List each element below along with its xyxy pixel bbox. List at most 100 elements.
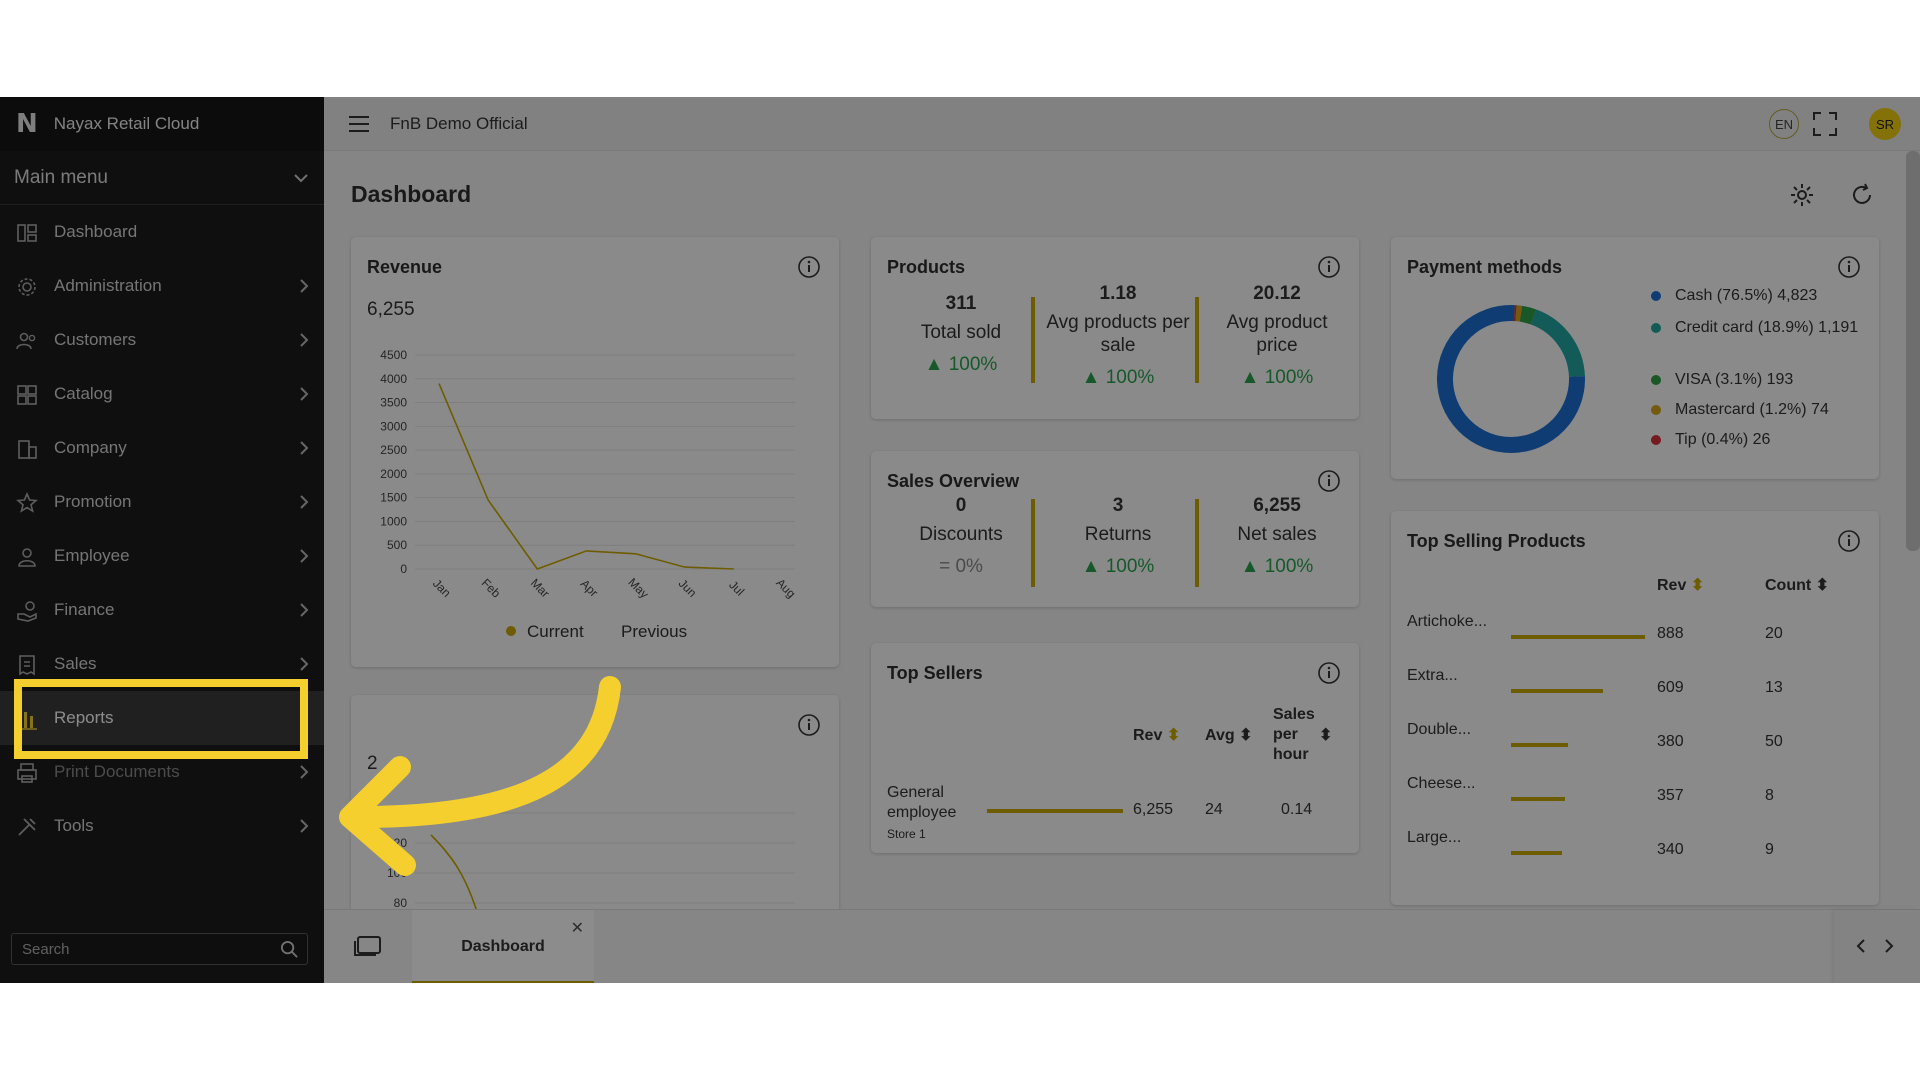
legend-dot — [1651, 404, 1661, 415]
sort-icon[interactable]: ⬍ — [1319, 727, 1333, 744]
stat-net-sales: 6,255 Net sales ▲ 100% — [1207, 495, 1347, 578]
x-tick-label: Jan — [430, 576, 454, 600]
product-rev: 357 — [1657, 787, 1684, 804]
chevron-right-icon — [300, 603, 309, 617]
sidebar-item-label: Finance — [54, 600, 115, 619]
sidebar-item-sales[interactable]: Sales — [0, 637, 324, 691]
legend-item[interactable]: Cash (76.5%) 4,823 — [1651, 285, 1861, 307]
main-menu-toggle[interactable]: Main menu — [0, 151, 324, 205]
language-selector[interactable]: EN — [1769, 109, 1799, 139]
stat-returns: 3 Returns ▲ 100% — [1041, 495, 1195, 578]
gear-icon[interactable] — [1790, 183, 1814, 207]
sidebar-item-finance[interactable]: Finance — [0, 583, 324, 637]
equals-icon: = — [939, 556, 951, 577]
brand-logo: N — [16, 109, 38, 139]
fullscreen-icon[interactable] — [1812, 111, 1838, 137]
brand-name: Nayax Retail Cloud — [53, 114, 200, 133]
x-tick-label: Jun — [676, 576, 700, 600]
sidebar-item-administration[interactable]: Administration — [0, 259, 324, 313]
legend-dot — [1651, 290, 1661, 301]
hamburger-icon[interactable] — [348, 114, 370, 134]
rev-header: Rev — [1657, 577, 1687, 594]
sidebar-item-dashboard[interactable]: Dashboard — [0, 205, 324, 259]
top-selling-title: Top Selling Products — [1407, 531, 1586, 551]
chevron-left-icon[interactable] — [1852, 937, 1870, 955]
sort-sph-header[interactable]: Sales per hour — [1273, 705, 1319, 765]
stat-value: 1.18 — [1099, 283, 1137, 304]
legend-item[interactable]: Credit card (18.9%) 1,191 — [1651, 317, 1861, 339]
search-input[interactable] — [12, 934, 262, 964]
y-tick-label: 1500 — [380, 491, 407, 505]
product-name: Double... — [1407, 721, 1472, 738]
sidebar-item-reports[interactable]: Reports — [0, 691, 324, 745]
legend-item[interactable]: Tip (0.4%) 26 — [1651, 429, 1861, 451]
info-icon[interactable] — [797, 255, 821, 279]
sort-rev-header[interactable]: Rev ⬍ — [1133, 725, 1180, 745]
tab-dashboard[interactable]: Dashboard ✕ — [412, 910, 594, 983]
chevron-right-icon[interactable] — [1880, 937, 1898, 955]
sidebar-item-employee[interactable]: Employee — [0, 529, 324, 583]
x-tick-label: Apr — [578, 577, 601, 600]
sidebar-item-label: Promotion — [54, 492, 132, 511]
windows-icon[interactable] — [354, 935, 382, 957]
tab-bar: Dashboard ✕ — [324, 909, 1920, 983]
info-icon[interactable] — [1317, 661, 1341, 685]
legend-item[interactable]: VISA (3.1%) 193 — [1651, 369, 1861, 391]
donut-slice[interactable] — [1530, 309, 1585, 378]
search-icon[interactable] — [280, 940, 299, 959]
rev-bar — [1511, 797, 1565, 801]
info-icon[interactable] — [1837, 529, 1861, 553]
user-avatar[interactable]: SR — [1869, 108, 1901, 140]
stat-label: Discounts — [919, 524, 1003, 545]
stat-trend: 100% — [1105, 367, 1155, 388]
info-icon[interactable] — [1317, 255, 1341, 279]
info-icon[interactable] — [1837, 255, 1861, 279]
donut-slice[interactable] — [1515, 305, 1523, 322]
sidebar-item-label: Reports — [54, 708, 114, 727]
tab-label: Dashboard — [461, 938, 545, 955]
refresh-icon[interactable] — [1850, 183, 1874, 207]
product-count: 50 — [1765, 733, 1783, 750]
sidebar-item-customers[interactable]: Customers — [0, 313, 324, 367]
sidebar-item-promotion[interactable]: Promotion — [0, 475, 324, 529]
product-name: Extra... — [1407, 667, 1458, 684]
stat-trend: 100% — [1105, 556, 1155, 577]
chevron-right-icon — [300, 765, 309, 779]
chevron-right-icon — [300, 495, 309, 509]
donut-slice[interactable] — [1519, 305, 1537, 325]
count-header: Count — [1765, 577, 1812, 594]
legend-label: Credit card (18.9%) 1,191 — [1675, 319, 1859, 336]
y-tick-label: 1000 — [380, 514, 407, 528]
rev-bar — [987, 809, 1123, 813]
sort-icon: ⬍ — [1239, 727, 1253, 744]
legend-dot-current — [506, 626, 516, 636]
sort-avg-header[interactable]: Avg ⬍ — [1205, 725, 1253, 745]
info-icon[interactable] — [797, 713, 821, 737]
close-icon[interactable]: ✕ — [570, 920, 584, 937]
divider — [1031, 297, 1035, 383]
legend-current[interactable]: Current — [527, 622, 584, 641]
donut-slice[interactable] — [1437, 305, 1585, 453]
stat-label: Avg products per sale — [1046, 312, 1190, 356]
receipt-icon — [19, 655, 35, 676]
series-line-current — [438, 383, 734, 570]
sidebar-item-tools[interactable]: Tools — [0, 799, 324, 853]
sidebar-item-label: Company — [54, 438, 127, 457]
tools-icon — [18, 818, 36, 836]
sidebar-item-label: Employee — [54, 546, 130, 565]
sort-count-header[interactable]: Count ⬍ — [1765, 575, 1829, 595]
sidebar-item-company[interactable]: Company — [0, 421, 324, 475]
legend-previous[interactable]: Previous — [621, 622, 687, 641]
scrollbar[interactable] — [1906, 151, 1920, 551]
divider — [1031, 499, 1035, 587]
legend-item[interactable]: Mastercard (1.2%) 74 — [1651, 399, 1861, 421]
info-icon[interactable] — [1317, 469, 1341, 493]
trend-up-icon: ▲ 100% — [1081, 556, 1155, 577]
sidebar-item-catalog[interactable]: Catalog — [0, 367, 324, 421]
chevron-right-icon — [300, 387, 309, 401]
store-name[interactable]: FnB Demo Official — [390, 114, 528, 133]
sort-rev-header[interactable]: Rev ⬍ — [1657, 575, 1704, 595]
stat-value: 0 — [955, 495, 967, 516]
products-card: Products 311 Total sold ▲ 100% 1.18 Avg … — [871, 237, 1359, 419]
sidebar-item-print-documents[interactable]: Print Documents — [0, 745, 324, 799]
